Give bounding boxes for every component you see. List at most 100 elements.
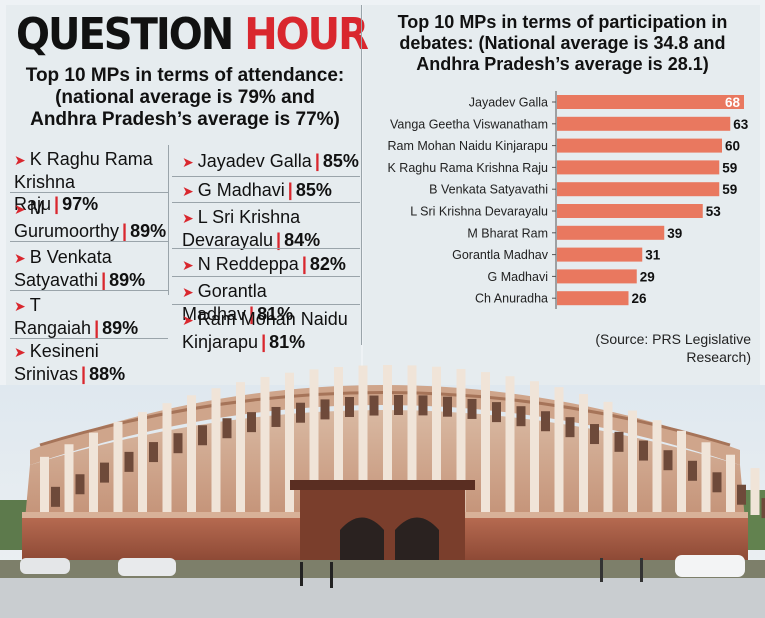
window [124,451,134,472]
arrow-icon: ➤ [182,210,194,226]
row-separator [10,192,168,193]
window [761,498,765,519]
column [40,456,49,515]
column [211,388,221,515]
window [51,486,60,507]
window [541,411,550,432]
category-label: Ram Mohan Naidu Kinjarapu [387,139,548,153]
divider-bar: | [122,221,128,241]
divider-bar: | [301,254,307,274]
column [407,365,417,515]
mp-name-cont: Devarayalu [182,230,274,250]
arrow-icon: ➤ [182,312,194,328]
headline: QUESTION HOUR [16,10,369,60]
source-note: (Source: PRS Legislative Research) [595,331,751,365]
divider-bar: | [261,332,267,352]
window [688,460,697,481]
participation-bar-chart: Jayadev Galla 68 Vanga Geetha Viswanatham 6… [387,91,749,309]
window [173,433,183,454]
row-separator [172,202,360,203]
divider-bar: | [249,304,255,324]
category-label: L Sri Krishna Devarayalu [410,205,548,219]
value-label: 29 [640,269,655,284]
window [737,484,746,505]
category-label: K Raghu Rama Krishna Raju [388,161,549,175]
column [187,395,196,515]
attendance-item: ➤ T Rangaiah | 89% [14,294,164,339]
row-separator [172,304,360,305]
mp-name: B Venkata [29,247,112,267]
arrow-icon: ➤ [182,154,194,170]
mp-name: T Rangaiah [14,295,92,338]
bar [557,225,665,240]
value-label: 26 [632,291,648,306]
column [334,367,343,515]
arrow-icon: ➤ [14,250,26,266]
attendance-pct: 89% [102,318,139,338]
row-separator [10,338,168,339]
panel-separator [361,5,362,345]
mp-name: K Raghu Rama [29,149,153,169]
attendance-pct: 89% [109,270,146,290]
attendance-panel [6,5,361,385]
mp-name: G Madhavi [197,180,285,200]
bar [557,95,744,109]
bar [557,247,643,262]
column [162,403,172,515]
attendance-item: ➤ M Gurumoorthy | 89% [14,197,166,242]
column [677,430,686,515]
window [467,398,477,419]
arrow-icon: ➤ [14,201,26,217]
attendance-pct: 85% [295,180,332,200]
mp-name: Jayadev Galla [197,151,312,171]
window [296,402,305,423]
value-label: 68 [725,95,741,110]
column [579,394,588,515]
column-separator [168,145,169,295]
column [285,372,294,515]
column [628,410,637,515]
window [663,450,673,471]
value-label: 59 [722,182,737,197]
bar [557,204,703,218]
attendance-item: ➤ G Madhavi | 85% [182,179,360,202]
value-label: 31 [645,248,661,263]
window [75,474,85,495]
column [603,401,613,515]
column [652,420,662,515]
window [271,406,281,427]
value-label: 39 [667,226,682,241]
window [198,425,207,446]
column [260,376,270,515]
attendance-item: ➤ Ram Mohan Naidu Kinjarapu | 81% [182,308,360,353]
value-label: 59 [722,160,737,175]
column [726,454,735,515]
column [701,442,711,515]
divider-bar: | [287,180,293,200]
category-label: G Madhavi [488,270,548,284]
chart-title: Top 10 MPs in terms of participation in … [397,12,728,74]
column [113,421,123,515]
window [516,406,526,427]
bar [557,291,629,306]
value-label: 53 [706,204,722,219]
mp-name: Gorantla Madhav [182,281,267,324]
mp-name-cont: Kinjarapu [182,332,259,352]
parliament-building-illustration [0,365,765,618]
divider-bar: | [81,364,87,384]
attendance-pct: 81% [257,304,294,324]
mp-name: M Gurumoorthy [14,198,120,241]
arrow-icon: ➤ [14,152,26,168]
attendance-item: ➤ K Raghu Rama Krishna Raju | 97% [14,148,164,215]
window [418,395,428,416]
bar [557,269,637,284]
divider-bar: | [101,270,107,290]
column [383,365,392,515]
column [89,432,98,515]
window [149,442,158,463]
mp-name-cont: Krishna Raju [14,172,76,214]
divider-bar: | [276,230,282,250]
category-label: Ch Anuradha [475,292,548,306]
value-label: 60 [725,139,740,154]
category-label: M Bharat Ram [467,226,548,240]
